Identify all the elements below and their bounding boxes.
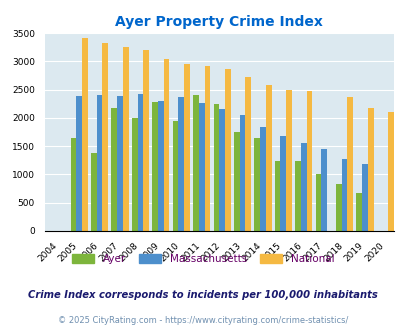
Bar [91, 153, 96, 231]
Bar [280, 136, 286, 231]
Bar [96, 95, 102, 231]
Text: © 2025 CityRating.com - https://www.cityrating.com/crime-statistics/: © 2025 CityRating.com - https://www.city… [58, 316, 347, 325]
Bar [152, 102, 158, 231]
Bar [286, 90, 291, 231]
Bar [82, 38, 87, 231]
Bar [204, 66, 210, 231]
Bar [163, 59, 169, 231]
Bar [183, 64, 190, 231]
Bar [239, 115, 245, 231]
Bar [254, 138, 260, 231]
Bar [198, 103, 204, 231]
Bar [137, 93, 143, 231]
Bar [123, 47, 128, 231]
Bar [315, 175, 320, 231]
Bar [341, 159, 347, 231]
Bar [356, 192, 361, 231]
Bar [172, 121, 178, 231]
Bar [224, 69, 230, 231]
Text: Crime Index corresponds to incidents per 100,000 inhabitants: Crime Index corresponds to incidents per… [28, 290, 377, 300]
Bar [143, 50, 149, 231]
Title: Ayer Property Crime Index: Ayer Property Crime Index [115, 15, 322, 29]
Bar [300, 143, 306, 231]
Bar [347, 97, 352, 231]
Bar [76, 96, 82, 231]
Bar [132, 118, 137, 231]
Bar [320, 149, 326, 231]
Bar [193, 95, 198, 231]
Bar [117, 96, 123, 231]
Bar [265, 85, 271, 231]
Bar [178, 97, 183, 231]
Bar [367, 108, 373, 231]
Bar [294, 161, 300, 231]
Bar [111, 108, 117, 231]
Bar [306, 91, 311, 231]
Bar [260, 127, 265, 231]
Bar [70, 138, 76, 231]
Bar [213, 104, 219, 231]
Bar [219, 109, 224, 231]
Bar [233, 132, 239, 231]
Bar [387, 112, 393, 231]
Legend: Ayer, Massachusetts, National: Ayer, Massachusetts, National [71, 253, 334, 264]
Bar [335, 184, 341, 231]
Bar [274, 161, 280, 231]
Bar [158, 101, 163, 231]
Bar [361, 164, 367, 231]
Bar [102, 43, 108, 231]
Bar [245, 77, 250, 231]
